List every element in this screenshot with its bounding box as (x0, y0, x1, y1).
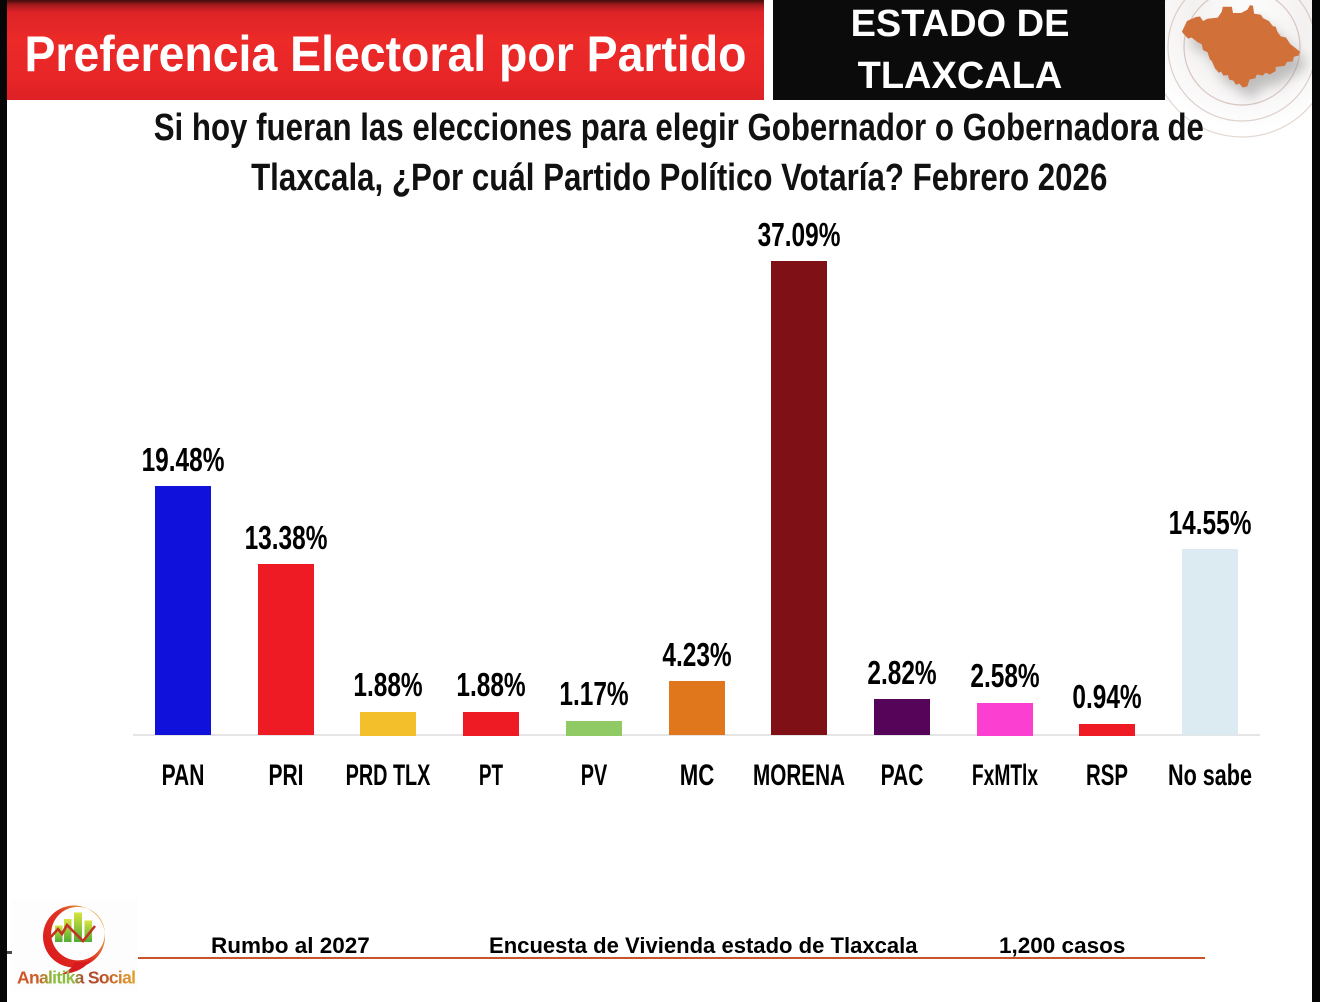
svg-text:Analitika Social: Analitika Social (17, 968, 136, 988)
